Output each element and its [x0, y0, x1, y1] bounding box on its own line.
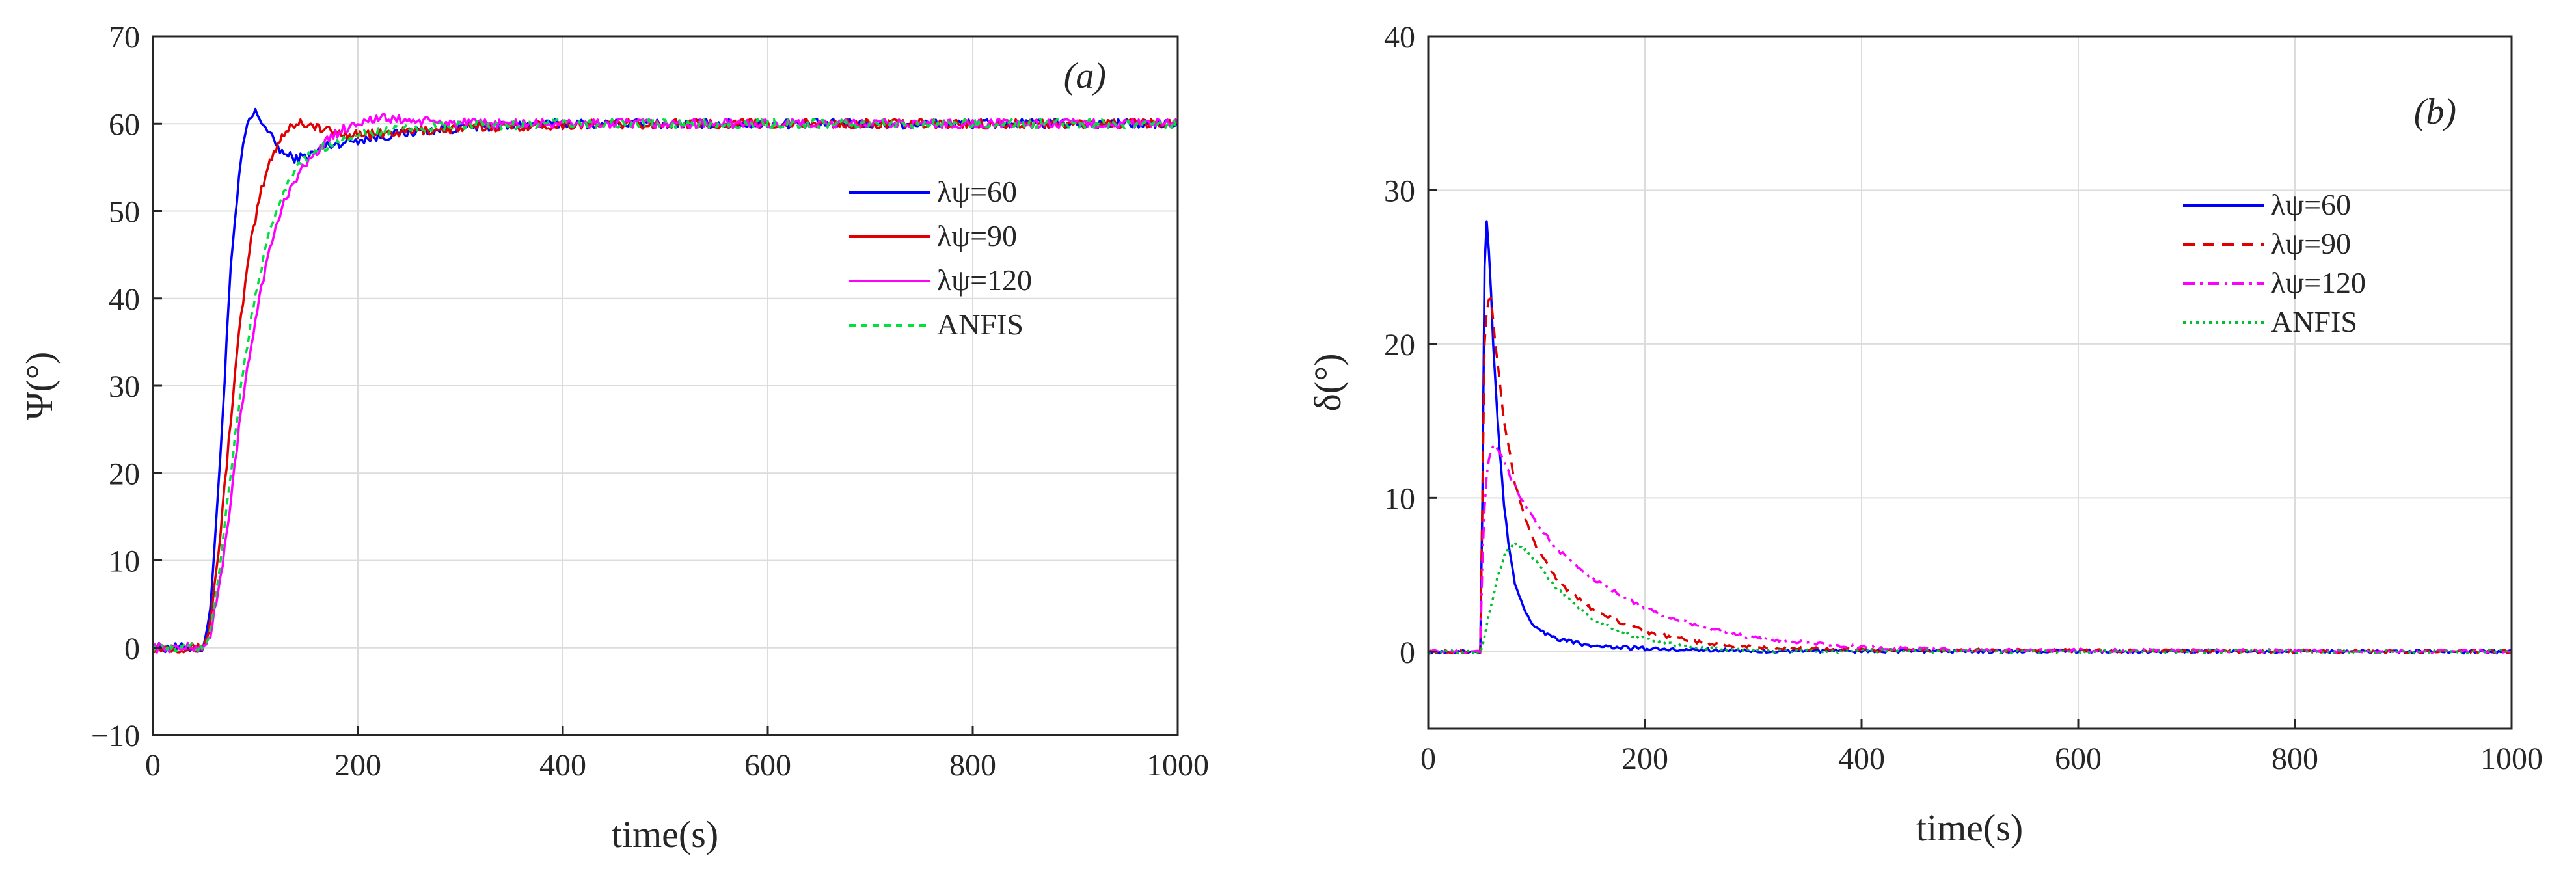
panel-b-x-axis-label: time(s) [1916, 807, 2023, 849]
y-tick-label: 10 [109, 544, 140, 579]
chart-panel-b: 0 200 400 600 800 1000 0 10 20 30 40 (b) time(s) δ… [1307, 20, 2543, 849]
panel-a-y-axis-label: Ψ(°) [18, 352, 61, 420]
panel-b-ticks: 0 200 400 600 800 1000 0 10 20 30 40 [1384, 20, 2543, 776]
x-tick-label: 0 [1420, 742, 1436, 776]
panel-a-legend: λψ=60 λψ=90 λψ=120 ANFIS [849, 175, 1032, 341]
legend-label: λψ=90 [2271, 227, 2351, 260]
y-tick-label: 40 [1384, 20, 1415, 55]
legend-label: λψ=90 [937, 219, 1017, 252]
legend-label: λψ=60 [2271, 188, 2351, 221]
x-tick-label: 400 [1838, 742, 1885, 776]
panel-b-label: (b) [2414, 92, 2456, 132]
y-tick-label: 60 [109, 107, 140, 142]
y-tick-label: 30 [109, 369, 140, 404]
legend-label: ANFIS [937, 308, 1024, 341]
panel-a-series-lines [152, 107, 1179, 654]
legend-label: λψ=120 [937, 263, 1032, 297]
x-tick-label: 0 [145, 748, 161, 783]
panel-a-label: (a) [1064, 56, 1106, 96]
legend-label: λψ=60 [937, 175, 1017, 208]
x-tick-label: 800 [2271, 742, 2318, 776]
x-tick-label: 1000 [1146, 748, 1209, 783]
y-tick-label: 20 [1384, 328, 1415, 362]
y-tick-label: −10 [91, 719, 140, 753]
x-tick-label: 400 [539, 748, 586, 783]
x-tick-label: 200 [334, 748, 381, 783]
y-tick-label: 40 [109, 282, 140, 317]
x-tick-label: 200 [1621, 742, 1668, 776]
legend-label: ANFIS [2271, 305, 2357, 338]
y-tick-label: 70 [109, 20, 140, 55]
panel-b-y-axis-label: δ(°) [1307, 353, 1349, 411]
x-tick-label: 600 [744, 748, 791, 783]
series-line-3 [1427, 443, 2512, 655]
y-tick-label: 30 [1384, 174, 1415, 208]
panel-b-axes-frame [1427, 35, 2513, 730]
series-line-4 [152, 118, 1178, 653]
panel-a-x-axis-label: time(s) [612, 813, 718, 855]
x-tick-label: 1000 [2480, 742, 2543, 776]
y-tick-label: 20 [109, 457, 140, 491]
y-tick-label: 0 [1400, 636, 1415, 670]
x-tick-label: 800 [949, 748, 996, 783]
x-tick-label: 600 [2055, 742, 2102, 776]
y-tick-label: 50 [109, 195, 140, 230]
series-line-2 [1427, 297, 2513, 655]
y-tick-label: 0 [124, 632, 140, 666]
y-tick-label: 10 [1384, 481, 1415, 516]
legend-label: λψ=120 [2271, 266, 2366, 299]
panel-b-legend: λψ=60 λψ=90 λψ=120 ANFIS [2183, 188, 2366, 338]
panel-b-series-lines [1427, 220, 2513, 655]
